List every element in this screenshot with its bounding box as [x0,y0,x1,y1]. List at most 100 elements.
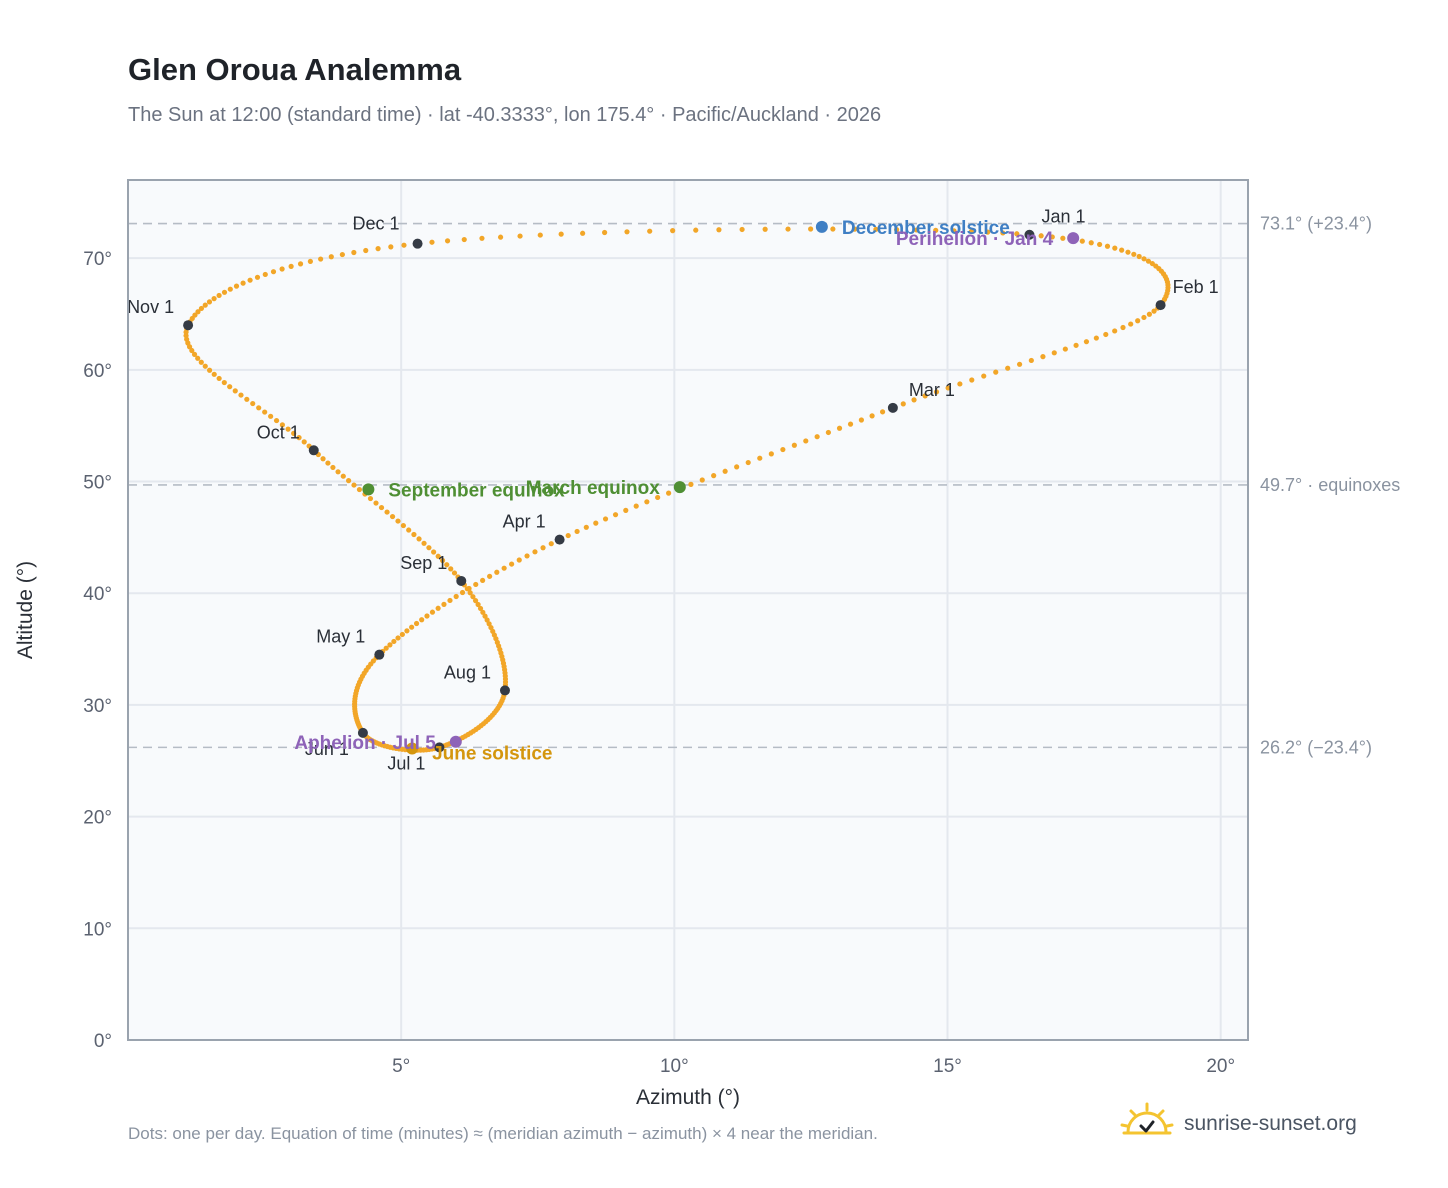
sun-path-dot [320,456,326,462]
plot-area [128,180,1248,1040]
sun-path-dot [803,438,809,444]
sun-path-dot [1062,346,1068,352]
sun-path-dot [757,455,763,461]
sun-path-dot [688,481,694,487]
sun-path-dot [339,251,345,258]
sun-path-dot [830,226,836,232]
sun-path-dot [351,249,357,256]
x-tick-label: 5° [392,1056,410,1077]
sun-path-dot [441,601,447,607]
sun-path-dot [836,425,843,431]
sun-path-dot [993,369,999,375]
sun-path-dot [206,299,213,305]
chart-title: Glen Oroua Analemma [128,52,462,87]
sun-path-dot [247,277,253,283]
sun-path-dot [202,302,208,308]
sun-path-dot [565,532,571,539]
sun-path-dot [459,589,466,596]
month-marker-dot [412,238,423,249]
sun-path-dot [951,228,957,234]
sun-path-dot [335,469,341,475]
sun-path-dot [285,426,291,432]
sun-path-dot [933,389,940,395]
event-marker-dot [362,483,375,496]
sun-path-dot [516,557,522,563]
sun-path-dot [1073,342,1079,348]
month-marker-dot [1155,300,1166,311]
sun-path-dot [189,347,195,354]
sun-path-dot [808,226,814,232]
sun-path-dot [1028,357,1034,364]
sun-path-dot [279,422,285,428]
sun-path-dot [351,482,357,488]
sun-path-dot [1146,311,1153,317]
sun-path-dot [439,557,446,564]
reference-line-label: 49.7° · equinoxes [1260,475,1400,495]
sun-path-dot [191,351,198,357]
sun-path-dot [968,228,974,235]
brand-link[interactable]: sunrise-sunset.org [1120,1102,1357,1146]
sun-path-dot [419,617,425,623]
sun-path-dot [401,242,407,248]
sun-path-dot [879,409,886,415]
sun-path-dot [388,244,394,250]
month-label: Dec 1 [353,214,400,234]
month-label: Aug 1 [444,662,491,682]
sun-path-dot [480,609,486,615]
sun-path-dot [1135,318,1141,324]
sun-path-dot [389,513,396,520]
sun-path-dot [435,605,441,611]
sun-path-dot [1051,350,1057,356]
month-marker-dot [434,742,445,753]
sun-path-dot [1000,230,1006,236]
sun-path-dot [623,507,629,513]
month-marker-dot [357,727,368,738]
sun-path-dot [933,227,939,233]
sun-path-dot [216,375,222,382]
sun-path-dot [424,613,430,619]
sun-path-dot [580,230,586,236]
axis-ticks: 5° 10° 15° 20° 0° 10° 20° 30° 40° 50° 60° 70° [83,249,1235,1077]
sun-path-dot [666,490,672,496]
sun-path-dot [400,522,406,529]
y-tick-label: 50° [83,473,112,494]
sun-path-dot [602,229,608,236]
event-label: Aphelion · Jul 5 [294,733,436,754]
sun-path-dot [612,512,619,518]
sun-path-dot [1005,365,1011,371]
sun-path-dot [198,359,204,365]
sun-path-dot [711,473,717,479]
sun-path-dot [268,413,274,419]
sun-path-dot [922,393,928,399]
sun-path-dot [913,227,920,233]
sun-path-dot [1088,240,1094,246]
sun-path-dot [785,226,791,232]
sun-path-dot [378,504,385,511]
sun-path-dot [467,590,473,596]
sun-path-dot [1103,331,1109,338]
sun-path-dot [957,381,963,387]
sun-path-dot [1079,238,1085,244]
event-marker-dot [673,481,686,494]
sun-path-dot [395,518,401,524]
sun-path-dot [540,545,546,551]
sun-path-dot [296,435,302,441]
sun-path-dot [814,434,820,440]
sun-path-dot [435,553,441,559]
sun-path-dot [699,477,705,483]
sun-path-dot [1083,339,1090,345]
sun-path-dot [969,377,975,383]
sun-path-dot [384,509,390,515]
sun-path-dot [202,363,208,369]
sun-path-dot [256,405,262,411]
month-label: Feb 1 [1173,277,1219,297]
sun-path-dot [404,628,410,634]
month-marker-dot [887,402,898,413]
sun-path-dot [1141,314,1147,321]
sun-path-dot [780,446,786,453]
sun-path-dot [409,624,415,630]
reference-line-label: 26.2° (−23.4°) [1260,737,1372,757]
event-marker-dot [449,735,462,748]
sun-path-dot [373,500,379,506]
